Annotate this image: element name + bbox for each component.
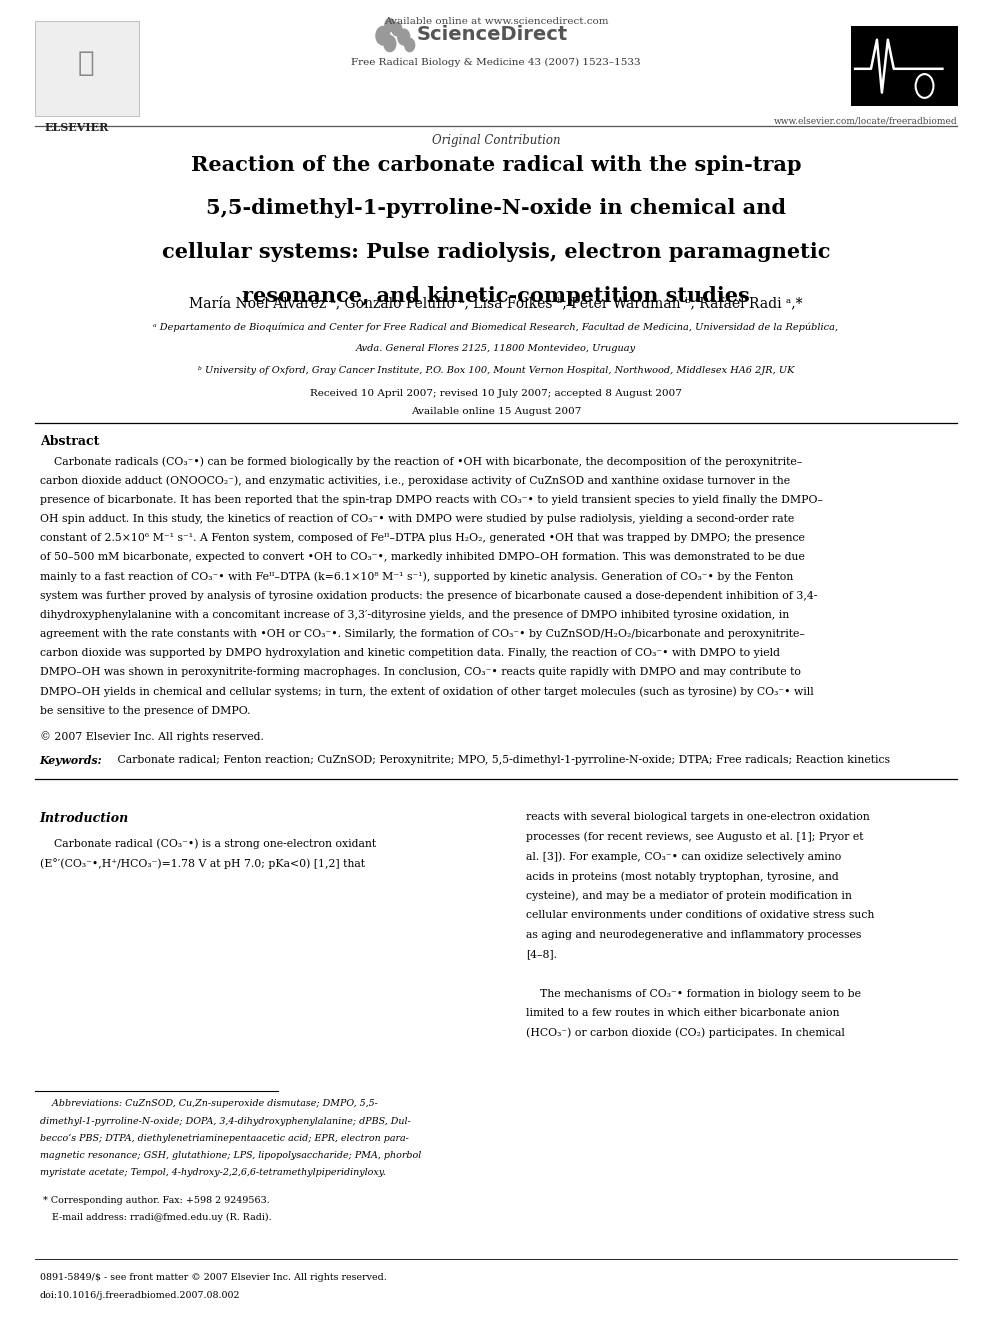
Text: 5,5-dimethyl-1-pyrroline-N-oxide in chemical and: 5,5-dimethyl-1-pyrroline-N-oxide in chem… bbox=[206, 198, 786, 218]
Text: www.elsevier.com/locate/freeradbiomed: www.elsevier.com/locate/freeradbiomed bbox=[774, 116, 957, 126]
Text: [4–8].: [4–8]. bbox=[526, 950, 557, 959]
Text: Available online 15 August 2007: Available online 15 August 2007 bbox=[411, 407, 581, 417]
Text: Abstract: Abstract bbox=[40, 435, 99, 448]
Text: dimethyl-1-pyrroline-N-oxide; DOPA, 3,4-dihydroxyphenylalanine; dPBS, Dul-: dimethyl-1-pyrroline-N-oxide; DOPA, 3,4-… bbox=[40, 1117, 411, 1126]
Text: agreement with the rate constants with •OH or CO₃⁻•. Similarly, the formation of: agreement with the rate constants with •… bbox=[40, 630, 805, 639]
Text: OH spin adduct. In this study, the kinetics of reaction of CO₃⁻• with DMPO were : OH spin adduct. In this study, the kinet… bbox=[40, 513, 794, 524]
Text: dihydroxyphenylalanine with a concomitant increase of 3,3′-dityrosine yields, an: dihydroxyphenylalanine with a concomitan… bbox=[40, 610, 789, 620]
Text: limited to a few routes in which either bicarbonate anion: limited to a few routes in which either … bbox=[526, 1008, 839, 1019]
Text: ELSEVIER: ELSEVIER bbox=[45, 122, 109, 132]
Circle shape bbox=[376, 26, 390, 45]
Text: acids in proteins (most notably tryptophan, tyrosine, and: acids in proteins (most notably tryptoph… bbox=[526, 871, 838, 881]
Text: Free Radical Biology & Medicine 43 (2007) 1523–1533: Free Radical Biology & Medicine 43 (2007… bbox=[351, 58, 641, 67]
Text: presence of bicarbonate. It has been reported that the spin-trap DMPO reacts wit: presence of bicarbonate. It has been rep… bbox=[40, 495, 822, 505]
Text: ᵃ Departamento de Bioquímica and Center for Free Radical and Biomedical Research: ᵃ Departamento de Bioquímica and Center … bbox=[154, 323, 838, 332]
Text: (HCO₃⁻) or carbon dioxide (CO₂) participates. In chemical: (HCO₃⁻) or carbon dioxide (CO₂) particip… bbox=[526, 1028, 844, 1039]
Text: reacts with several biological targets in one-electron oxidation: reacts with several biological targets i… bbox=[526, 812, 870, 823]
Text: mainly to a fast reaction of CO₃⁻• with Feᴵᴵ–DTPA (k=6.1×10⁸ M⁻¹ s⁻¹), supported: mainly to a fast reaction of CO₃⁻• with … bbox=[40, 572, 793, 582]
Circle shape bbox=[405, 38, 415, 52]
Text: cellular environments under conditions of oxidative stress such: cellular environments under conditions o… bbox=[526, 910, 874, 921]
Text: ᵇ University of Oxford, Gray Cancer Institute, P.O. Box 100, Mount Vernon Hospit: ᵇ University of Oxford, Gray Cancer Inst… bbox=[197, 366, 795, 376]
Text: 0891-5849/$ - see front matter © 2007 Elsevier Inc. All rights reserved.: 0891-5849/$ - see front matter © 2007 El… bbox=[40, 1273, 387, 1282]
Text: ScienceDirect: ScienceDirect bbox=[417, 25, 567, 44]
FancyBboxPatch shape bbox=[35, 21, 139, 116]
Text: system was further proved by analysis of tyrosine oxidation products: the presen: system was further proved by analysis of… bbox=[40, 590, 817, 601]
Text: resonance, and kinetic-competition studies: resonance, and kinetic-competition studi… bbox=[242, 286, 750, 306]
Circle shape bbox=[398, 29, 410, 45]
Text: The mechanisms of CO₃⁻• formation in biology seem to be: The mechanisms of CO₃⁻• formation in bio… bbox=[526, 988, 861, 999]
Text: DMPO–OH yields in chemical and cellular systems; in turn, the extent of oxidatio: DMPO–OH yields in chemical and cellular … bbox=[40, 687, 813, 697]
Circle shape bbox=[385, 19, 395, 32]
Text: al. [3]). For example, CO₃⁻• can oxidize selectively amino: al. [3]). For example, CO₃⁻• can oxidize… bbox=[526, 852, 841, 863]
Text: becco’s PBS; DTPA, diethylenetriaminepentaacetic acid; EPR, electron para-: becco’s PBS; DTPA, diethylenetriaminepen… bbox=[40, 1134, 409, 1143]
Text: DMPO–OH was shown in peroxynitrite-forming macrophages. In conclusion, CO₃⁻• rea: DMPO–OH was shown in peroxynitrite-formi… bbox=[40, 667, 801, 677]
Text: E-mail address: rradi@fmed.edu.uy (R. Radi).: E-mail address: rradi@fmed.edu.uy (R. Ra… bbox=[40, 1213, 271, 1222]
Text: cysteine), and may be a mediator of protein modification in: cysteine), and may be a mediator of prot… bbox=[526, 890, 852, 901]
Circle shape bbox=[392, 22, 402, 36]
Circle shape bbox=[384, 36, 396, 52]
Text: Carbonate radical (CO₃⁻•) is a strong one-electron oxidant: Carbonate radical (CO₃⁻•) is a strong on… bbox=[40, 839, 376, 849]
Text: Keywords:: Keywords: bbox=[40, 755, 102, 766]
Text: Avda. General Flores 2125, 11800 Montevideo, Uruguay: Avda. General Flores 2125, 11800 Montevi… bbox=[356, 344, 636, 353]
Text: ★: ★ bbox=[78, 50, 94, 77]
Text: Original Contribution: Original Contribution bbox=[432, 134, 560, 147]
Text: magnetic resonance; GSH, glutathione; LPS, lipopolysaccharide; PMA, phorbol: magnetic resonance; GSH, glutathione; LP… bbox=[40, 1151, 421, 1160]
Text: Carbonate radical; Fenton reaction; CuZnSOD; Peroxynitrite; MPO, 5,5-dimethyl-1-: Carbonate radical; Fenton reaction; CuZn… bbox=[114, 755, 890, 766]
Text: Available online at www.sciencedirect.com: Available online at www.sciencedirect.co… bbox=[384, 17, 608, 26]
Text: be sensitive to the presence of DMPO.: be sensitive to the presence of DMPO. bbox=[40, 705, 250, 716]
Text: © 2007 Elsevier Inc. All rights reserved.: © 2007 Elsevier Inc. All rights reserved… bbox=[40, 732, 264, 742]
Text: Reaction of the carbonate radical with the spin-trap: Reaction of the carbonate radical with t… bbox=[190, 155, 802, 175]
Text: cellular systems: Pulse radiolysis, electron paramagnetic: cellular systems: Pulse radiolysis, elec… bbox=[162, 242, 830, 262]
Text: María Noel Alvarez ᵃ, Gonzalo Peluffo ᵃ, Lisa Folkes ᵇ, Peter Wardman ᵇ, Rafael : María Noel Alvarez ᵃ, Gonzalo Peluffo ᵃ,… bbox=[189, 296, 803, 311]
Text: of 50–500 mM bicarbonate, expected to convert •OH to CO₃⁻•, markedly inhibited D: of 50–500 mM bicarbonate, expected to co… bbox=[40, 553, 805, 562]
Text: doi:10.1016/j.freeradbiomed.2007.08.002: doi:10.1016/j.freeradbiomed.2007.08.002 bbox=[40, 1291, 240, 1301]
Text: as aging and neurodegenerative and inflammatory processes: as aging and neurodegenerative and infla… bbox=[526, 930, 861, 939]
FancyBboxPatch shape bbox=[851, 26, 958, 106]
Text: Carbonate radicals (CO₃⁻•) can be formed biologically by the reaction of •OH wit: Carbonate radicals (CO₃⁻•) can be formed… bbox=[40, 456, 802, 467]
Text: carbon dioxide was supported by DMPO hydroxylation and kinetic competition data.: carbon dioxide was supported by DMPO hyd… bbox=[40, 648, 780, 659]
Text: Introduction: Introduction bbox=[40, 812, 129, 826]
Text: myristate acetate; Tempol, 4-hydroxy-2,2,6,6-tetramethylpiperidinyloxy.: myristate acetate; Tempol, 4-hydroxy-2,2… bbox=[40, 1168, 386, 1177]
Text: * Corresponding author. Fax: +598 2 9249563.: * Corresponding author. Fax: +598 2 9249… bbox=[40, 1196, 270, 1205]
Text: processes (for recent reviews, see Augusto et al. [1]; Pryor et: processes (for recent reviews, see Augus… bbox=[526, 832, 863, 843]
Text: carbon dioxide adduct (ONOOCO₂⁻), and enzymatic activities, i.e., peroxidase act: carbon dioxide adduct (ONOOCO₂⁻), and en… bbox=[40, 475, 790, 486]
Text: (E°′(CO₃⁻•,H⁺/HCO₃⁻)=1.78 V at pH 7.0; pKa<0) [1,2] that: (E°′(CO₃⁻•,H⁺/HCO₃⁻)=1.78 V at pH 7.0; p… bbox=[40, 859, 365, 869]
Text: Received 10 April 2007; revised 10 July 2007; accepted 8 August 2007: Received 10 April 2007; revised 10 July … bbox=[310, 389, 682, 398]
Text: Abbreviations: CuZnSOD, Cu,Zn-superoxide dismutase; DMPO, 5,5-: Abbreviations: CuZnSOD, Cu,Zn-superoxide… bbox=[40, 1099, 378, 1109]
Text: constant of 2.5×10⁶ M⁻¹ s⁻¹. A Fenton system, composed of Feᴵᴵ–DTPA plus H₂O₂, g: constant of 2.5×10⁶ M⁻¹ s⁻¹. A Fenton sy… bbox=[40, 533, 805, 544]
